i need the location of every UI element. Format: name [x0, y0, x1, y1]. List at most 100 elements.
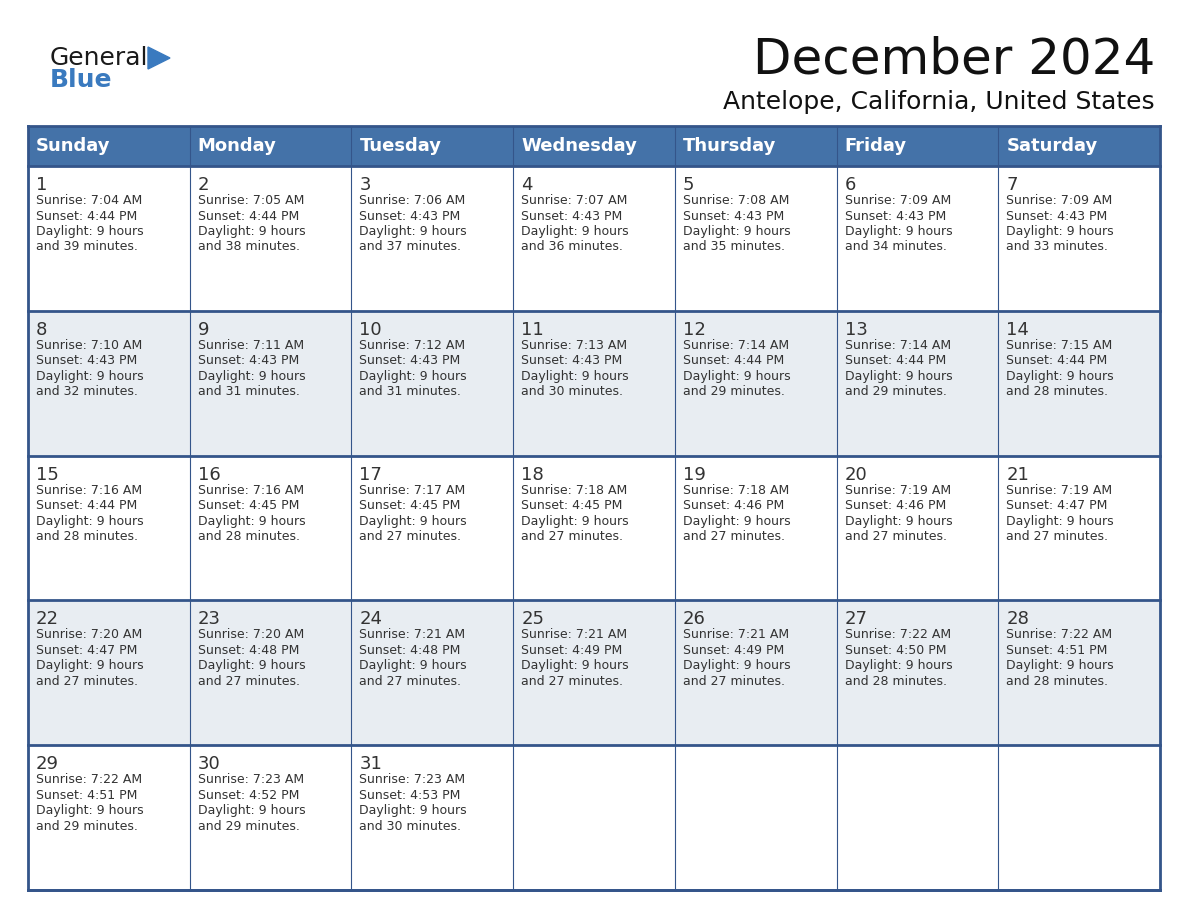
- Text: Daylight: 9 hours: Daylight: 9 hours: [360, 225, 467, 238]
- Text: Saturday: Saturday: [1006, 137, 1098, 155]
- Text: Sunrise: 7:14 AM: Sunrise: 7:14 AM: [683, 339, 789, 352]
- Text: Sunset: 4:49 PM: Sunset: 4:49 PM: [522, 644, 623, 657]
- Text: and 34 minutes.: and 34 minutes.: [845, 241, 947, 253]
- Text: Wednesday: Wednesday: [522, 137, 637, 155]
- Text: Daylight: 9 hours: Daylight: 9 hours: [197, 804, 305, 817]
- Text: and 36 minutes.: and 36 minutes.: [522, 241, 623, 253]
- Text: and 27 minutes.: and 27 minutes.: [197, 675, 299, 688]
- Text: Sunset: 4:51 PM: Sunset: 4:51 PM: [1006, 644, 1107, 657]
- Polygon shape: [148, 47, 170, 69]
- Text: Antelope, California, United States: Antelope, California, United States: [723, 90, 1155, 114]
- Text: Daylight: 9 hours: Daylight: 9 hours: [36, 225, 144, 238]
- Text: and 28 minutes.: and 28 minutes.: [845, 675, 947, 688]
- Text: Sunrise: 7:13 AM: Sunrise: 7:13 AM: [522, 339, 627, 352]
- Text: 22: 22: [36, 610, 59, 629]
- Text: 21: 21: [1006, 465, 1029, 484]
- Text: Sunrise: 7:11 AM: Sunrise: 7:11 AM: [197, 339, 304, 352]
- Text: Sunrise: 7:20 AM: Sunrise: 7:20 AM: [36, 629, 143, 642]
- Text: 11: 11: [522, 320, 544, 339]
- Bar: [29, 166, 1159, 311]
- Text: Sunset: 4:44 PM: Sunset: 4:44 PM: [1006, 354, 1107, 367]
- Text: Tuesday: Tuesday: [360, 137, 442, 155]
- Text: Daylight: 9 hours: Daylight: 9 hours: [36, 515, 144, 528]
- Text: Daylight: 9 hours: Daylight: 9 hours: [36, 804, 144, 817]
- Text: Sunset: 4:44 PM: Sunset: 4:44 PM: [36, 499, 138, 512]
- Text: Daylight: 9 hours: Daylight: 9 hours: [360, 659, 467, 672]
- Text: 12: 12: [683, 320, 706, 339]
- Text: and 32 minutes.: and 32 minutes.: [36, 386, 138, 398]
- Text: Sunset: 4:45 PM: Sunset: 4:45 PM: [522, 499, 623, 512]
- Text: Sunrise: 7:09 AM: Sunrise: 7:09 AM: [845, 194, 950, 207]
- Text: Daylight: 9 hours: Daylight: 9 hours: [845, 659, 953, 672]
- Text: Sunrise: 7:06 AM: Sunrise: 7:06 AM: [360, 194, 466, 207]
- Text: 20: 20: [845, 465, 867, 484]
- Text: and 27 minutes.: and 27 minutes.: [360, 530, 461, 543]
- Text: 29: 29: [36, 756, 59, 773]
- Text: 27: 27: [845, 610, 867, 629]
- Text: and 28 minutes.: and 28 minutes.: [1006, 675, 1108, 688]
- Text: Sunrise: 7:21 AM: Sunrise: 7:21 AM: [522, 629, 627, 642]
- Text: Sunrise: 7:21 AM: Sunrise: 7:21 AM: [360, 629, 466, 642]
- Text: Sunset: 4:43 PM: Sunset: 4:43 PM: [845, 209, 946, 222]
- Text: Sunset: 4:51 PM: Sunset: 4:51 PM: [36, 789, 138, 801]
- Text: Sunset: 4:44 PM: Sunset: 4:44 PM: [36, 209, 138, 222]
- Text: Daylight: 9 hours: Daylight: 9 hours: [197, 515, 305, 528]
- Text: and 30 minutes.: and 30 minutes.: [522, 386, 624, 398]
- Text: December 2024: December 2024: [753, 36, 1155, 84]
- Text: 18: 18: [522, 465, 544, 484]
- Text: Sunrise: 7:20 AM: Sunrise: 7:20 AM: [197, 629, 304, 642]
- Text: Sunset: 4:46 PM: Sunset: 4:46 PM: [683, 499, 784, 512]
- Text: Daylight: 9 hours: Daylight: 9 hours: [1006, 659, 1114, 672]
- Text: and 33 minutes.: and 33 minutes.: [1006, 241, 1108, 253]
- Text: Daylight: 9 hours: Daylight: 9 hours: [522, 370, 628, 383]
- Text: and 29 minutes.: and 29 minutes.: [683, 386, 785, 398]
- Text: Sunset: 4:46 PM: Sunset: 4:46 PM: [845, 499, 946, 512]
- Text: 7: 7: [1006, 176, 1018, 194]
- Text: and 28 minutes.: and 28 minutes.: [197, 530, 299, 543]
- Text: Sunrise: 7:04 AM: Sunrise: 7:04 AM: [36, 194, 143, 207]
- Text: 31: 31: [360, 756, 383, 773]
- Text: and 31 minutes.: and 31 minutes.: [360, 386, 461, 398]
- Text: Daylight: 9 hours: Daylight: 9 hours: [683, 370, 790, 383]
- Text: Sunset: 4:43 PM: Sunset: 4:43 PM: [522, 209, 623, 222]
- Text: 9: 9: [197, 320, 209, 339]
- Text: Daylight: 9 hours: Daylight: 9 hours: [1006, 225, 1114, 238]
- Text: and 29 minutes.: and 29 minutes.: [197, 820, 299, 833]
- Text: Daylight: 9 hours: Daylight: 9 hours: [845, 515, 953, 528]
- Text: Daylight: 9 hours: Daylight: 9 hours: [522, 515, 628, 528]
- Text: 14: 14: [1006, 320, 1029, 339]
- Text: Sunset: 4:53 PM: Sunset: 4:53 PM: [360, 789, 461, 801]
- Text: Sunrise: 7:23 AM: Sunrise: 7:23 AM: [197, 773, 304, 786]
- Bar: [29, 745, 1159, 890]
- Text: Daylight: 9 hours: Daylight: 9 hours: [683, 659, 790, 672]
- Text: Daylight: 9 hours: Daylight: 9 hours: [522, 225, 628, 238]
- Text: 19: 19: [683, 465, 706, 484]
- Text: 3: 3: [360, 176, 371, 194]
- Text: Daylight: 9 hours: Daylight: 9 hours: [197, 370, 305, 383]
- Text: Daylight: 9 hours: Daylight: 9 hours: [360, 515, 467, 528]
- Text: 8: 8: [36, 320, 48, 339]
- Text: 4: 4: [522, 176, 532, 194]
- Text: Sunday: Sunday: [36, 137, 110, 155]
- Text: Daylight: 9 hours: Daylight: 9 hours: [36, 370, 144, 383]
- Text: Sunset: 4:43 PM: Sunset: 4:43 PM: [522, 354, 623, 367]
- Text: Sunset: 4:43 PM: Sunset: 4:43 PM: [1006, 209, 1107, 222]
- Text: Daylight: 9 hours: Daylight: 9 hours: [845, 370, 953, 383]
- Text: and 30 minutes.: and 30 minutes.: [360, 820, 461, 833]
- Text: Sunrise: 7:18 AM: Sunrise: 7:18 AM: [683, 484, 789, 497]
- Text: Sunrise: 7:14 AM: Sunrise: 7:14 AM: [845, 339, 950, 352]
- Text: 15: 15: [36, 465, 59, 484]
- Text: Sunrise: 7:05 AM: Sunrise: 7:05 AM: [197, 194, 304, 207]
- Text: and 31 minutes.: and 31 minutes.: [197, 386, 299, 398]
- Text: Sunrise: 7:07 AM: Sunrise: 7:07 AM: [522, 194, 627, 207]
- Text: Sunset: 4:43 PM: Sunset: 4:43 PM: [360, 354, 461, 367]
- Text: Sunset: 4:48 PM: Sunset: 4:48 PM: [197, 644, 299, 657]
- Bar: [29, 600, 1159, 745]
- Text: Sunset: 4:43 PM: Sunset: 4:43 PM: [683, 209, 784, 222]
- Text: 24: 24: [360, 610, 383, 629]
- Text: Daylight: 9 hours: Daylight: 9 hours: [845, 225, 953, 238]
- Text: Daylight: 9 hours: Daylight: 9 hours: [360, 370, 467, 383]
- Text: Sunrise: 7:17 AM: Sunrise: 7:17 AM: [360, 484, 466, 497]
- Text: Friday: Friday: [845, 137, 906, 155]
- Text: 30: 30: [197, 756, 221, 773]
